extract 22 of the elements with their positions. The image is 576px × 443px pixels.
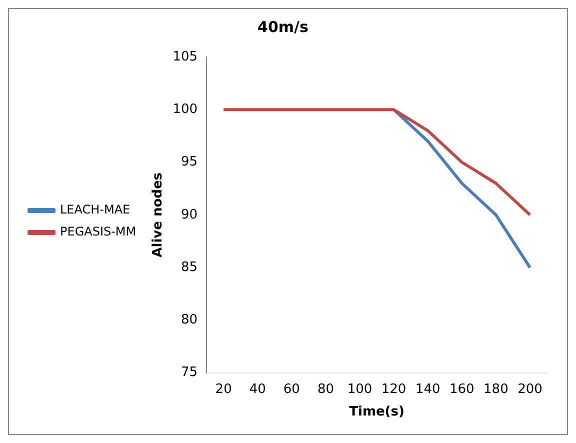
x-tick-label: 80	[317, 382, 334, 397]
chart-title: 40m/s	[258, 18, 309, 36]
y-tick-label: 75	[181, 365, 198, 380]
x-tick-label: 100	[347, 382, 372, 397]
legend-label: PEGASIS-MM	[60, 224, 136, 239]
x-tick-label: 180	[484, 382, 508, 397]
x-tick-label: 200	[518, 382, 542, 397]
x-axis-title: Time(s)	[349, 404, 404, 420]
x-tick-label: 20	[215, 382, 232, 397]
y-tick-label: 90	[181, 207, 198, 222]
x-tick-label: 40	[249, 382, 266, 397]
legend-label: LEACH-MAE	[60, 202, 130, 217]
x-tick-label: 160	[449, 382, 474, 397]
y-tick-label: 85	[181, 260, 198, 275]
x-tick-label: 60	[283, 382, 300, 397]
y-tick-label: 105	[172, 49, 198, 64]
y-tick-label: 95	[181, 154, 198, 170]
y-tick-label: 80	[181, 312, 198, 328]
y-axis-title: Alive nodes	[150, 172, 166, 258]
y-tick-label: 100	[172, 102, 198, 118]
x-tick-label: 140	[415, 382, 440, 397]
x-tick-label: 120	[381, 382, 406, 397]
